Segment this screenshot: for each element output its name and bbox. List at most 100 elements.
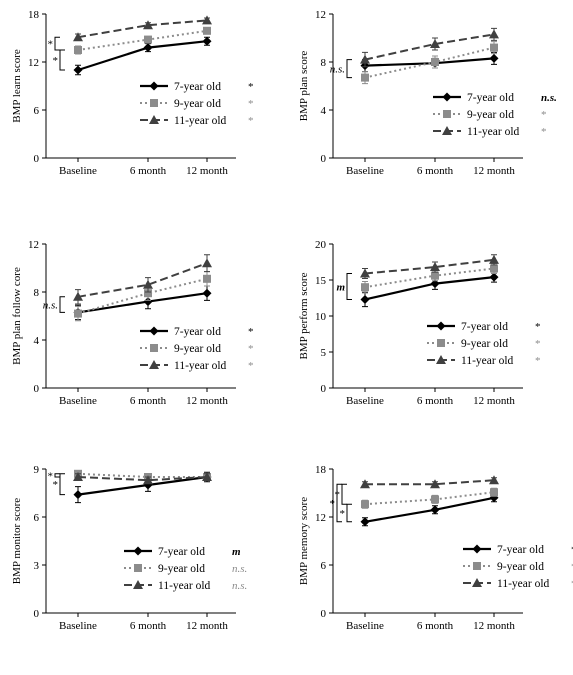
chart-svg: 0 6 12 18 Baseline 6 month 12 month BMP learn s… [11, 9, 254, 177]
data-point [202, 36, 212, 46]
series-line [77, 40, 208, 72]
data-point [73, 291, 83, 301]
legend-marker [149, 81, 159, 91]
legend-label: 11-year old [497, 578, 550, 590]
y-tick-label: 15 [315, 275, 327, 287]
legend-marker [133, 546, 143, 556]
data-point [431, 271, 439, 280]
data-point [203, 26, 211, 35]
legend-marker [149, 326, 159, 336]
legend-label: 7-year old [158, 546, 205, 558]
y-axis-label: BMP monitor score [11, 498, 23, 584]
baseline-sig-label: * [53, 55, 59, 67]
data-point [489, 272, 499, 282]
x-tick-label: 12 month [473, 620, 515, 632]
y-axis-label: BMP perform score [298, 272, 310, 359]
x-tick-label: 12 month [186, 620, 228, 632]
legend-sig: * [248, 81, 254, 93]
data-point [143, 475, 153, 485]
data-point [430, 505, 440, 515]
data-point [489, 53, 499, 63]
y-tick-label: 0 [321, 608, 327, 620]
legend-sig: * [571, 578, 573, 590]
x-tick-label: 12 month [186, 395, 228, 407]
x-tick-label: 12 month [473, 395, 515, 407]
data-point [431, 495, 439, 504]
data-point [489, 254, 499, 264]
chart-panel-memory: 0 6 12 18 Baseline 6 month 12 month BMP memory … [287, 455, 573, 675]
x-tick-label: 6 month [130, 395, 167, 407]
y-tick-label: 0 [321, 383, 327, 395]
legend-label: 9-year old [461, 338, 508, 350]
y-tick-label: 12 [315, 9, 326, 21]
series-line [364, 57, 495, 67]
legend-label: 9-year old [497, 561, 544, 573]
legend-sig: * [571, 544, 573, 556]
x-tick-label: Baseline [59, 620, 97, 632]
legend-sig: * [541, 109, 547, 121]
data-point [361, 283, 369, 292]
data-point [202, 258, 212, 268]
legend-sig: n.s. [541, 92, 557, 104]
legend-label: 9-year old [467, 109, 514, 121]
legend-label: 9-year old [174, 343, 221, 355]
data-point [74, 46, 82, 54]
data-point [73, 490, 83, 500]
legend-marker [149, 115, 159, 124]
data-point [202, 15, 212, 25]
baseline-sig-label: n.s. [330, 64, 345, 76]
series-line [77, 292, 208, 314]
series-line [364, 33, 495, 61]
legend-marker [437, 339, 445, 347]
y-tick-label: 12 [28, 239, 39, 251]
legend-marker [442, 92, 452, 102]
legend-label: 7-year old [174, 81, 221, 93]
sig-bracket [54, 473, 60, 478]
y-tick-label: 5 [321, 347, 327, 359]
y-tick-label: 0 [34, 383, 40, 395]
y-tick-label: 4 [34, 335, 40, 347]
chart-svg: 0 4 8 12 Baseline 6 month 12 month BMP plan fol… [11, 239, 254, 407]
data-point [203, 274, 211, 283]
legend-marker [134, 564, 142, 572]
legend-marker [150, 344, 158, 352]
legend-label: 9-year old [158, 563, 205, 575]
series-line [364, 496, 495, 523]
baseline-sig-label: m [336, 281, 345, 293]
data-point [74, 309, 82, 318]
chart-svg: 0 4 8 12 Baseline 6 month 12 month BMP plan sco… [298, 9, 557, 177]
data-point [360, 268, 370, 278]
y-tick-label: 0 [34, 608, 40, 620]
legend-label: 7-year old [461, 321, 508, 333]
x-tick-label: Baseline [346, 620, 384, 632]
legend-sig: * [248, 343, 254, 355]
y-axis-label: BMP memory score [298, 497, 310, 585]
legend-sig: * [248, 360, 254, 372]
data-point [143, 297, 153, 307]
sig-bracket [59, 49, 65, 71]
data-point [202, 288, 212, 298]
legend-marker [133, 580, 143, 589]
legend-sig: * [535, 355, 541, 367]
series-line [77, 472, 207, 478]
y-tick-label: 9 [34, 464, 40, 476]
data-point [361, 73, 369, 82]
chart-panel-perform: 0 5 10 15 20 Baseline 6 month 12 month BMP perfo… [287, 230, 573, 450]
y-tick-label: 6 [34, 512, 40, 524]
data-point [360, 294, 370, 304]
series-line [77, 19, 208, 39]
legend-marker [473, 562, 481, 570]
baseline-sig-label: n.s. [43, 300, 58, 312]
legend-marker [436, 355, 446, 364]
series-line [365, 479, 495, 486]
legend-sig: n.s. [232, 563, 247, 575]
legend-sig: * [248, 115, 254, 127]
y-axis-label: BMP plan score [298, 51, 310, 122]
data-point [430, 279, 440, 289]
chart-svg: 0 5 10 15 20 Baseline 6 month 12 month BMP perfo… [298, 239, 541, 407]
data-point [73, 472, 83, 481]
y-axis-label: BMP learn score [11, 49, 23, 123]
y-tick-label: 0 [34, 153, 40, 165]
chart-panel-plan-follow: 0 4 8 12 Baseline 6 month 12 month BMP plan fol… [0, 230, 286, 450]
y-tick-label: 3 [34, 560, 40, 572]
